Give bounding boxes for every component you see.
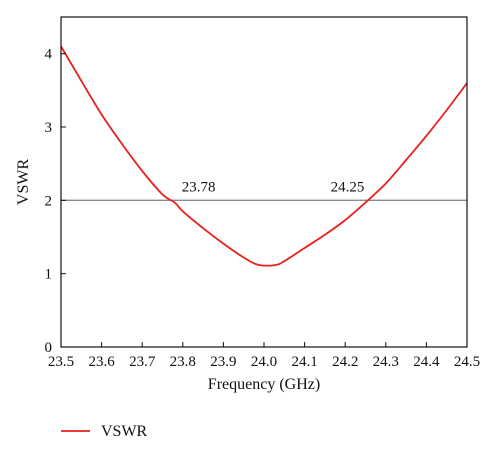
y-tick-label: 2 — [45, 193, 53, 209]
y-tick-label: 4 — [45, 47, 53, 63]
x-tick-label: 24.5 — [454, 354, 480, 370]
x-axis-title: Frequency (GHz) — [208, 376, 320, 393]
x-tick-label: 23.8 — [170, 354, 196, 370]
y-axis-title: VSWR — [15, 159, 32, 206]
annotation-label-24-25: 24.25 — [331, 179, 365, 195]
x-tick-label: 24.0 — [251, 354, 277, 370]
x-tick-label: 24.1 — [291, 354, 317, 370]
x-tick-label: 24.3 — [373, 354, 399, 370]
plot-area: 23.78 24.25 — [61, 45, 467, 267]
y-tick-label: 0 — [45, 340, 53, 356]
x-tick-label: 23.9 — [210, 354, 236, 370]
x-tick-label: 24.2 — [332, 354, 358, 370]
legend-label-vswr: VSWR — [101, 423, 148, 440]
legend: VSWR — [61, 423, 148, 440]
plot-frame — [60, 16, 468, 348]
x-tick-label: 23.6 — [88, 354, 115, 370]
x-tick-label: 23.5 — [48, 354, 74, 370]
y-tick-label: 1 — [45, 267, 53, 283]
axes: 23.5 23.6 23.7 23.8 23.9 24.0 24.1 24.2 24.3 24.4… — [45, 16, 480, 370]
y-tick-label: 3 — [45, 120, 53, 136]
series-line-vswr — [61, 45, 467, 267]
x-tick-label: 23.7 — [129, 354, 156, 370]
x-tick-label: 24.4 — [413, 354, 440, 370]
annotation-label-23-78: 23.78 — [182, 179, 216, 195]
